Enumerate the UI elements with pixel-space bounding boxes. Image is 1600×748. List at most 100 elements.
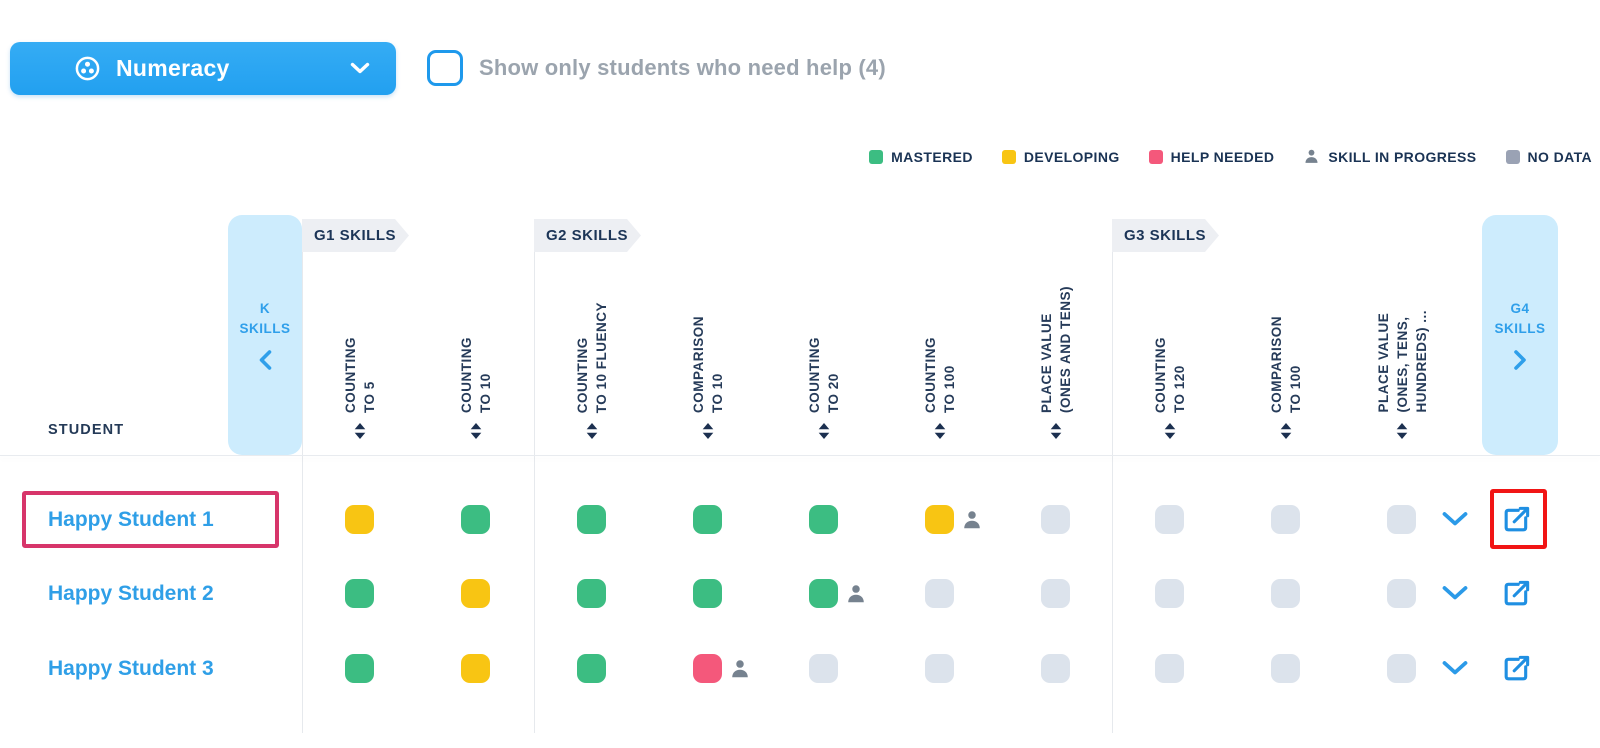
status-square-no-data <box>1271 654 1300 683</box>
status-square-mastered <box>577 505 606 534</box>
skill-status-cell[interactable] <box>925 579 987 609</box>
sort-icon[interactable] <box>586 423 598 444</box>
legend-item: NO DATA <box>1505 149 1593 165</box>
skill-status-cell[interactable] <box>1387 579 1449 609</box>
status-square-no-data <box>1155 579 1184 608</box>
sort-icon[interactable] <box>1164 423 1176 444</box>
status-square-developing <box>925 505 954 534</box>
status-square-no-data <box>1387 654 1416 683</box>
sort-icon[interactable] <box>354 423 366 444</box>
legend-label: SKILL IN PROGRESS <box>1328 148 1477 165</box>
legend-label: MASTERED <box>891 148 973 165</box>
skill-status-cell[interactable] <box>577 505 639 535</box>
skill-status-cell[interactable] <box>925 505 987 535</box>
chevron-right-icon[interactable] <box>1512 349 1528 371</box>
legend-swatch <box>1148 149 1163 164</box>
status-square-developing <box>461 654 490 683</box>
grade-group-label: G3 SKILLS <box>1124 227 1207 244</box>
skill-column-label: COUNTING TO 10 <box>459 337 493 413</box>
student-name-link[interactable]: Happy Student 2 <box>48 582 214 605</box>
skill-status-cell[interactable] <box>345 505 407 535</box>
open-student-report-icon[interactable] <box>1501 653 1532 689</box>
subject-dropdown-label: Numeracy <box>116 55 230 81</box>
sort-icon[interactable] <box>1280 423 1292 444</box>
chevron-down-icon <box>350 62 370 75</box>
status-square-mastered <box>345 579 374 608</box>
status-legend: MASTERED DEVELOPING HELP NEEDED SKILL IN PR… <box>869 148 1592 165</box>
status-square-mastered <box>693 505 722 534</box>
need-help-checkbox[interactable] <box>427 50 463 86</box>
status-square-developing <box>461 579 490 608</box>
skill-status-cell[interactable] <box>1271 654 1333 684</box>
skill-column-label: PLACE VALUE (ONES, TENS, HUNDREDS) ... <box>1375 310 1429 413</box>
skill-column-header[interactable]: COUNTING TO 5 <box>315 337 405 413</box>
open-student-report-icon[interactable] <box>1501 504 1532 540</box>
skill-status-cell[interactable] <box>1387 505 1449 535</box>
open-student-report-icon[interactable] <box>1501 578 1532 614</box>
skill-column-header[interactable]: COUNTING TO 100 <box>895 337 985 413</box>
skill-status-cell[interactable] <box>693 579 755 609</box>
skill-column-header[interactable]: PLACE VALUE (ONES AND TENS) <box>1011 286 1101 413</box>
skill-status-cell[interactable] <box>809 654 871 684</box>
grade-group-label: G2 SKILLS <box>546 227 629 244</box>
expand-row-chevron-icon[interactable] <box>1441 511 1469 533</box>
sort-icon[interactable] <box>1396 423 1408 444</box>
skill-status-cell[interactable] <box>1041 505 1103 535</box>
skill-status-cell[interactable] <box>577 579 639 609</box>
skill-in-progress-icon <box>845 583 867 610</box>
expand-row-chevron-icon[interactable] <box>1441 585 1469 607</box>
legend-item: DEVELOPING <box>1001 149 1120 165</box>
skill-status-cell[interactable] <box>461 505 523 535</box>
k-skills-collapsed-column[interactable]: K SKILLS <box>228 215 302 455</box>
sort-icon[interactable] <box>470 423 482 444</box>
skill-column-label: COUNTING TO 10 FLUENCY <box>575 301 609 413</box>
skill-status-cell[interactable] <box>1271 505 1333 535</box>
chevron-left-icon[interactable] <box>257 349 273 371</box>
expand-row-chevron-icon[interactable] <box>1441 660 1469 682</box>
student-name-link[interactable]: Happy Student 3 <box>48 657 214 680</box>
skill-column-header[interactable]: PLACE VALUE (ONES, TENS, HUNDREDS) ... <box>1357 310 1447 413</box>
skill-column-label: COUNTING TO 5 <box>343 337 377 413</box>
legend-item: HELP NEEDED <box>1148 149 1275 165</box>
skill-status-cell[interactable] <box>1271 579 1333 609</box>
skill-column-header[interactable]: COUNTING TO 120 <box>1125 337 1215 413</box>
skill-status-cell[interactable] <box>693 505 755 535</box>
skill-column-header[interactable]: COMPARISON TO 10 <box>663 316 753 413</box>
column-group-divider <box>534 219 535 733</box>
sort-icon[interactable] <box>1050 423 1062 444</box>
skill-status-cell[interactable] <box>461 579 523 609</box>
skill-status-cell[interactable] <box>345 579 407 609</box>
status-square-mastered <box>809 505 838 534</box>
g4-skills-label: G4 SKILLS <box>1494 300 1546 336</box>
status-square-no-data <box>1387 579 1416 608</box>
skill-status-cell[interactable] <box>577 654 639 684</box>
sort-icon[interactable] <box>818 423 830 444</box>
sort-icon[interactable] <box>702 423 714 444</box>
skill-column-header[interactable]: COUNTING TO 10 FLUENCY <box>547 302 637 413</box>
skill-status-cell[interactable] <box>693 654 755 684</box>
skill-status-cell[interactable] <box>809 579 871 609</box>
skill-column-header[interactable]: COUNTING TO 20 <box>779 337 869 413</box>
skill-status-cell[interactable] <box>1387 654 1449 684</box>
skill-status-cell[interactable] <box>461 654 523 684</box>
subject-dropdown[interactable]: Numeracy <box>10 42 396 95</box>
sort-icon[interactable] <box>934 423 946 444</box>
status-square-mastered <box>693 579 722 608</box>
skill-status-cell[interactable] <box>925 654 987 684</box>
skill-column-header[interactable]: COUNTING TO 10 <box>431 337 521 413</box>
skill-status-cell[interactable] <box>809 505 871 535</box>
skill-column-label: COMPARISON TO 100 <box>1269 315 1303 413</box>
grade-group-banner: G3 SKILLS <box>1112 219 1219 252</box>
skill-status-cell[interactable] <box>1155 579 1217 609</box>
skill-column-header[interactable]: COMPARISON TO 100 <box>1241 316 1331 413</box>
skill-status-cell[interactable] <box>1041 579 1103 609</box>
need-help-label: Show only students who need help (4) <box>479 55 886 80</box>
skill-status-cell[interactable] <box>1155 505 1217 535</box>
student-row: Happy Student 2 <box>0 557 1600 631</box>
skill-status-cell[interactable] <box>1155 654 1217 684</box>
student-name-link[interactable]: Happy Student 1 <box>48 508 214 531</box>
skill-status-cell[interactable] <box>345 654 407 684</box>
skill-status-cell[interactable] <box>1041 654 1103 684</box>
g4-skills-collapsed-column[interactable]: G4 SKILLS <box>1482 215 1558 455</box>
grade-group-label: G1 SKILLS <box>314 227 397 244</box>
